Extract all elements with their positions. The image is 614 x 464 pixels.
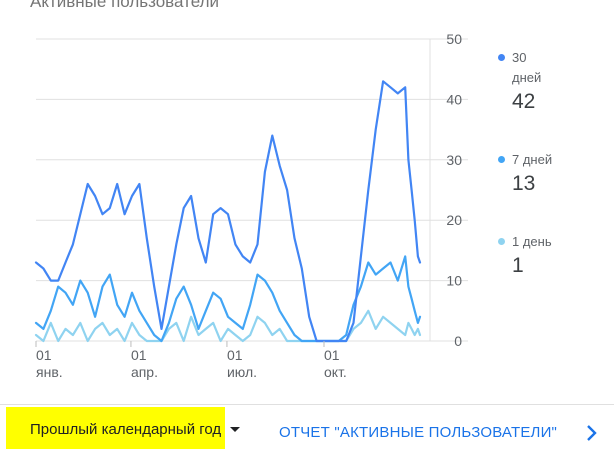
series-line-30-days	[34, 80, 422, 343]
legend-label-30-days-line1: 30	[512, 50, 527, 65]
legend-value-30-days: 42	[512, 90, 536, 113]
x-tick-label-month: апр.	[131, 364, 158, 380]
legend-label-1-day: 1 день	[512, 234, 552, 249]
legend-dot-7-days	[498, 156, 505, 163]
x-tick-label-month: окт.	[324, 364, 347, 380]
series-line-1-day	[34, 309, 422, 343]
card-title: Активные пользователи	[30, 0, 220, 11]
active-users-report-link[interactable]: ОТЧЕТ "АКТИВНЫЕ ПОЛЬЗОВАТЕЛИ"	[279, 424, 558, 441]
y-tick-label: 30	[446, 152, 462, 168]
legend-item-7-days[interactable]: 7 дней 13	[498, 150, 552, 196]
x-tick-label-month: июл.	[227, 364, 257, 380]
date-range-label: Прошлый календарный год	[6, 407, 226, 449]
legend-item-1-day[interactable]: 1 день 1	[498, 232, 552, 278]
x-tick-label-day: 01	[324, 347, 340, 363]
legend-item-30-days[interactable]: 30 дней 42	[498, 48, 541, 114]
date-range-dropdown[interactable]: Прошлый календарный год	[6, 407, 241, 449]
y-tick-label: 40	[446, 91, 462, 107]
legend-label-7-days: 7 дней	[512, 152, 553, 167]
x-tick-label-month: янв.	[36, 364, 63, 380]
legend-value-1-day: 1	[512, 254, 524, 277]
x-tick-label-day: 01	[36, 347, 52, 363]
y-tick-label: 10	[446, 273, 462, 289]
legend-label-30-days-line2: дней	[512, 70, 542, 85]
x-tick-label-day: 01	[227, 347, 243, 363]
x-tick-label-day: 01	[131, 347, 147, 363]
chevron-right-icon[interactable]	[585, 424, 599, 442]
y-tick-label: 50	[446, 31, 462, 47]
series-line-7-days	[34, 255, 422, 343]
legend-dot-30-days	[498, 54, 505, 61]
y-tick-label: 20	[446, 212, 462, 228]
y-tick-label: 0	[454, 333, 462, 349]
footer-divider	[0, 404, 614, 405]
legend-dot-1-day	[498, 238, 505, 245]
legend-value-7-days: 13	[512, 172, 536, 195]
arrow-drop-down-icon	[230, 427, 241, 432]
